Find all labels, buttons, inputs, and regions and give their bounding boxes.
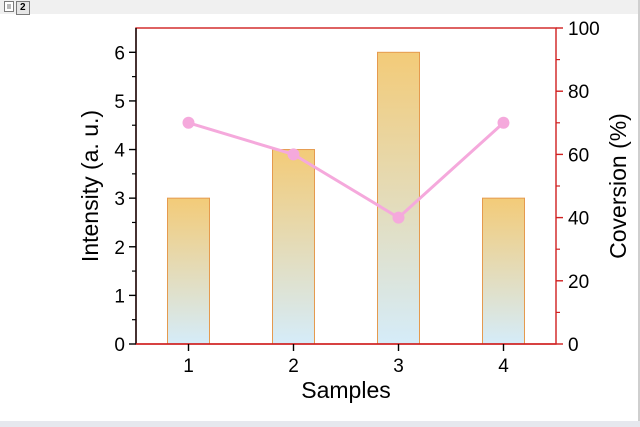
y2-tick-label: 60 (568, 145, 589, 166)
window-right-edge (638, 0, 640, 427)
y2-tick-label: 80 (568, 82, 589, 103)
x-tick-label: 1 (183, 356, 194, 377)
bar-2[interactable] (272, 149, 315, 345)
graph-window-icon[interactable] (4, 1, 14, 12)
conversion-point-1[interactable] (182, 116, 195, 129)
y2-tick-label: 40 (568, 209, 589, 230)
conversion-point-4[interactable] (497, 116, 510, 129)
y-tick-label: 5 (114, 92, 125, 113)
y2-tick-label: 0 (568, 335, 579, 356)
conversion-point-3[interactable] (392, 211, 405, 224)
y2-axis-title: Coversion (%) (605, 113, 631, 259)
y-tick-label: 6 (114, 43, 125, 64)
window-bottom-strip (0, 421, 640, 427)
bar-1[interactable] (167, 197, 210, 345)
y-tick-label: 0 (114, 335, 125, 356)
conversion-line (188, 121, 505, 220)
y-tick-label: 4 (114, 141, 125, 162)
right-axis: 0 20 40 60 80 100 (556, 19, 600, 356)
conversion-point-2[interactable] (287, 148, 300, 161)
bar-3[interactable] (377, 51, 420, 345)
bars-layer (167, 51, 525, 345)
left-axis: 0 1 2 3 4 5 6 (114, 28, 137, 356)
window-tab-number[interactable]: 2 (16, 1, 30, 15)
y-tick-label: 1 (114, 286, 125, 307)
x-axis-title: Samples (301, 377, 390, 403)
line-layer (182, 116, 510, 224)
x-axis: 1 2 3 4 (136, 343, 556, 377)
bar-4[interactable] (482, 197, 525, 345)
x-tick-label: 2 (288, 356, 299, 377)
y2-tick-label: 20 (568, 272, 589, 293)
window-title-strip: 2 (0, 0, 640, 15)
y-axis-title: Intensity (a. u.) (77, 110, 103, 262)
y-tick-label: 2 (114, 238, 125, 259)
x-tick-label: 4 (498, 356, 509, 377)
x-tick-label: 3 (393, 356, 404, 377)
y2-tick-label: 100 (568, 19, 600, 40)
y-tick-label: 3 (114, 189, 125, 210)
